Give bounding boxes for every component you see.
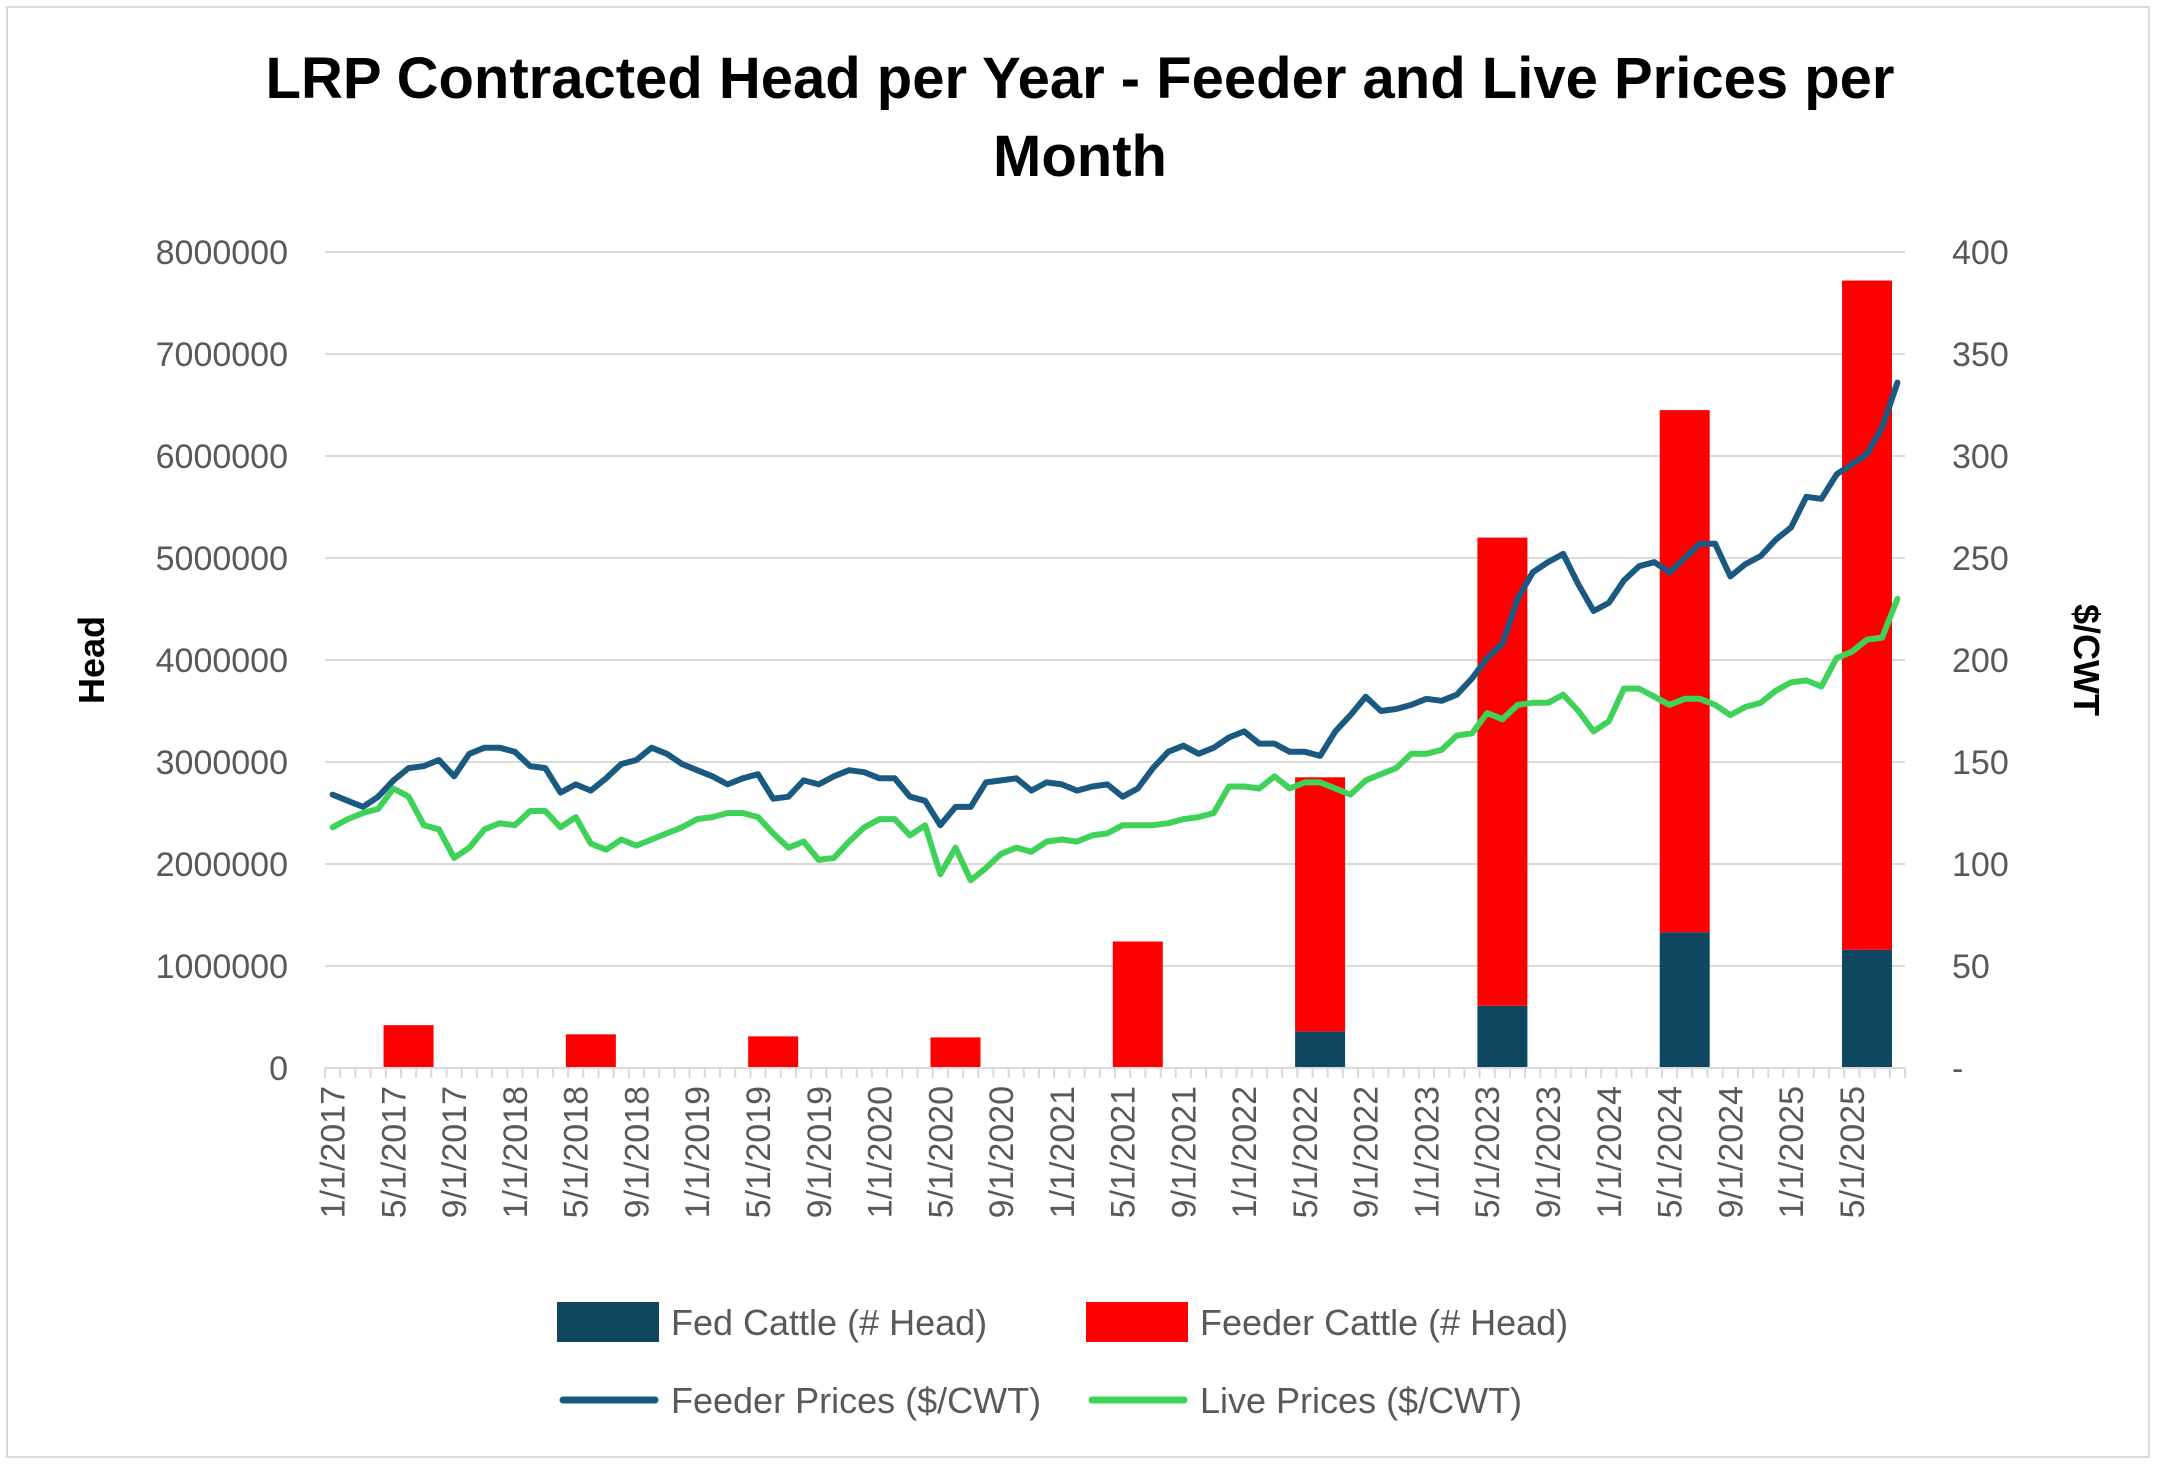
gridlines bbox=[325, 251, 1905, 967]
line-feeder-prices bbox=[329, 379, 1901, 829]
bar-feeder-cattle bbox=[1295, 777, 1346, 1032]
x-tick-label: 1/1/2019 bbox=[679, 1086, 717, 1218]
x-tick-label: 1/1/2018 bbox=[497, 1086, 535, 1218]
legend-swatch bbox=[557, 1302, 659, 1342]
y-left-tick-label: 6000000 bbox=[156, 438, 288, 476]
y-left-tick-label: 2000000 bbox=[156, 846, 288, 884]
bar-feeder-cattle bbox=[748, 1036, 799, 1068]
x-tick-label: 1/1/2017 bbox=[315, 1086, 353, 1218]
x-tick-label: 1/1/2022 bbox=[1226, 1086, 1264, 1218]
x-tick-label: 1/1/2021 bbox=[1044, 1086, 1082, 1218]
legend: Fed Cattle (# Head) Feeder Cattle (# Head… bbox=[557, 1302, 1568, 1421]
y-right-tick-labels: - 50 100 150 200 250 300 350 400 bbox=[1952, 234, 2009, 1088]
y-left-tick-label: 0 bbox=[269, 1050, 288, 1088]
y-right-tick-label: 400 bbox=[1952, 234, 2009, 272]
y-left-tick-label: 5000000 bbox=[156, 540, 288, 578]
x-tick-label: 9/1/2023 bbox=[1530, 1086, 1568, 1218]
legend-label: Live Prices ($/CWT) bbox=[1200, 1380, 1522, 1421]
x-tick-label: 9/1/2021 bbox=[1165, 1086, 1203, 1218]
bar-feeder-cattle bbox=[1477, 537, 1528, 1006]
bar-fed-cattle bbox=[1295, 1031, 1346, 1068]
y-right-tick-label: 50 bbox=[1952, 948, 1990, 986]
bar-feeder-cattle bbox=[1659, 410, 1710, 933]
bar-feeder-cattle bbox=[1842, 280, 1893, 950]
x-tick-label: 5/1/2021 bbox=[1105, 1086, 1143, 1218]
legend-label: Fed Cattle (# Head) bbox=[671, 1302, 987, 1343]
x-tick-label: 1/1/2024 bbox=[1591, 1086, 1629, 1218]
y-right-tick-label: 100 bbox=[1952, 846, 2009, 884]
x-tick-label: 5/1/2017 bbox=[375, 1086, 413, 1218]
y-left-tick-labels: 0 1000000 2000000 3000000 4000000 5000000 6000… bbox=[156, 234, 288, 1088]
y-right-tick-label: - bbox=[1952, 1050, 1963, 1088]
y-left-tick-label: 7000000 bbox=[156, 336, 288, 374]
x-tick-label: 5/1/2023 bbox=[1469, 1086, 1507, 1218]
bar-feeder-cattle bbox=[1112, 941, 1163, 1068]
bar-fed-cattle bbox=[1842, 949, 1893, 1068]
chart-title-line-2: Month bbox=[993, 124, 1167, 189]
chart-title-line-1: LRP Contracted Head per Year - Feeder an… bbox=[266, 46, 1895, 111]
x-tick-label: 9/1/2018 bbox=[618, 1086, 656, 1218]
y-left-tick-label: 8000000 bbox=[156, 234, 288, 272]
x-tick-label: 9/1/2017 bbox=[436, 1086, 474, 1218]
y-right-axis-title: $/CWT bbox=[2066, 604, 2107, 716]
x-tick-label: 1/1/2023 bbox=[1408, 1086, 1446, 1218]
x-tick-label: 1/1/2025 bbox=[1773, 1086, 1811, 1218]
x-tick-label: 5/1/2019 bbox=[740, 1086, 778, 1218]
y-left-axis-title: Head bbox=[71, 616, 112, 704]
y-right-tick-label: 300 bbox=[1952, 438, 2009, 476]
x-tick-label: 5/1/2018 bbox=[558, 1086, 596, 1218]
x-tick-label: 5/1/2020 bbox=[922, 1086, 960, 1218]
x-tick-label: 5/1/2024 bbox=[1652, 1086, 1690, 1218]
chart-title: LRP Contracted Head per Year - Feeder an… bbox=[266, 46, 1895, 189]
legend-swatch bbox=[1086, 1302, 1188, 1342]
legend-label: Feeder Cattle (# Head) bbox=[1200, 1302, 1568, 1343]
x-tick-label: 9/1/2024 bbox=[1712, 1086, 1750, 1218]
bar-feeder-cattle bbox=[930, 1037, 981, 1068]
x-tick-label: 9/1/2019 bbox=[801, 1086, 839, 1218]
bar-series bbox=[383, 280, 1893, 1068]
line-live-prices bbox=[329, 595, 1901, 884]
x-tick-label: 1/1/2020 bbox=[862, 1086, 900, 1218]
x-tick-label: 5/1/2022 bbox=[1287, 1086, 1325, 1218]
y-right-tick-label: 350 bbox=[1952, 336, 2009, 374]
line-series bbox=[329, 379, 1901, 884]
y-left-tick-label: 3000000 bbox=[156, 744, 288, 782]
x-tick-label: 9/1/2022 bbox=[1348, 1086, 1386, 1218]
bar-feeder-cattle bbox=[565, 1034, 616, 1068]
y-left-tick-label: 4000000 bbox=[156, 642, 288, 680]
y-right-tick-label: 150 bbox=[1952, 744, 2009, 782]
y-left-tick-label: 1000000 bbox=[156, 948, 288, 986]
bar-fed-cattle bbox=[1659, 932, 1710, 1068]
bar-fed-cattle bbox=[1477, 1005, 1528, 1068]
legend-label: Feeder Prices ($/CWT) bbox=[671, 1380, 1041, 1421]
x-tick-label: 9/1/2020 bbox=[983, 1086, 1021, 1218]
x-axis: 1/1/2017 5/1/2017 9/1/2017 1/1/2018 5/1/2018… bbox=[315, 1067, 1906, 1218]
x-tick-label: 5/1/2025 bbox=[1834, 1086, 1872, 1218]
bar-feeder-cattle bbox=[383, 1025, 434, 1068]
y-right-tick-label: 200 bbox=[1952, 642, 2009, 680]
chart-frame bbox=[6, 6, 2150, 1458]
y-right-tick-label: 250 bbox=[1952, 540, 2009, 578]
